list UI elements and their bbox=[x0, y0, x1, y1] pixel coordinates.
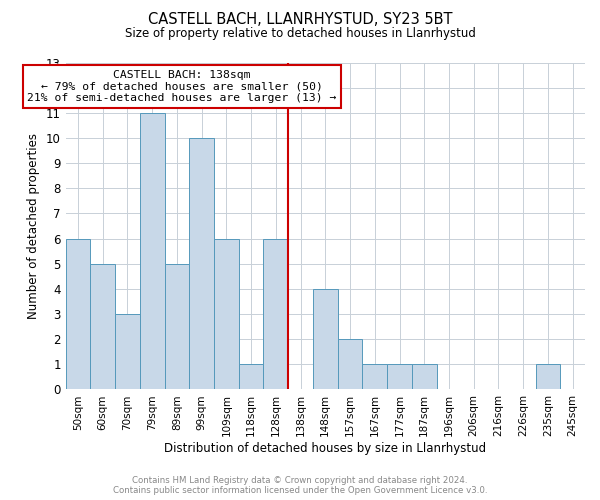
Bar bbox=[91, 264, 115, 390]
Bar bbox=[115, 314, 140, 390]
Y-axis label: Number of detached properties: Number of detached properties bbox=[27, 133, 40, 319]
Text: CASTELL BACH, LLANRHYSTUD, SY23 5BT: CASTELL BACH, LLANRHYSTUD, SY23 5BT bbox=[148, 12, 452, 28]
Bar bbox=[164, 264, 189, 390]
Bar bbox=[536, 364, 560, 390]
Text: Contains HM Land Registry data © Crown copyright and database right 2024.
Contai: Contains HM Land Registry data © Crown c… bbox=[113, 476, 487, 495]
Bar bbox=[412, 364, 437, 390]
Bar bbox=[313, 289, 338, 390]
Bar bbox=[140, 113, 164, 390]
Bar bbox=[362, 364, 387, 390]
Bar bbox=[239, 364, 263, 390]
Bar bbox=[65, 238, 91, 390]
X-axis label: Distribution of detached houses by size in Llanrhystud: Distribution of detached houses by size … bbox=[164, 442, 487, 455]
Text: CASTELL BACH: 138sqm
← 79% of detached houses are smaller (50)
21% of semi-detac: CASTELL BACH: 138sqm ← 79% of detached h… bbox=[27, 70, 337, 103]
Bar bbox=[387, 364, 412, 390]
Bar bbox=[338, 339, 362, 390]
Text: Size of property relative to detached houses in Llanrhystud: Size of property relative to detached ho… bbox=[125, 28, 475, 40]
Bar bbox=[263, 238, 288, 390]
Bar bbox=[214, 238, 239, 390]
Bar bbox=[189, 138, 214, 390]
